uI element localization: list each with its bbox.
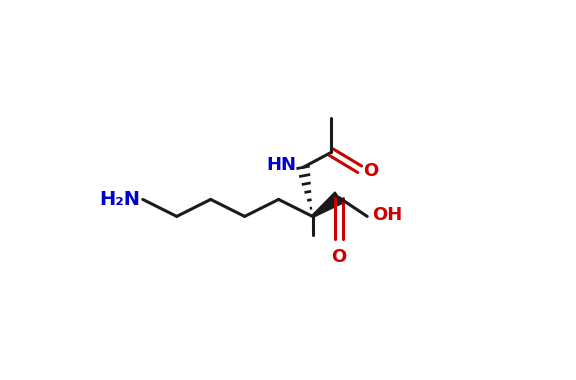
Text: O: O	[363, 162, 378, 180]
Text: OH: OH	[372, 206, 402, 224]
Text: O: O	[331, 249, 347, 266]
Text: HN: HN	[266, 157, 296, 174]
Polygon shape	[312, 192, 343, 217]
Text: H₂N: H₂N	[98, 190, 140, 209]
